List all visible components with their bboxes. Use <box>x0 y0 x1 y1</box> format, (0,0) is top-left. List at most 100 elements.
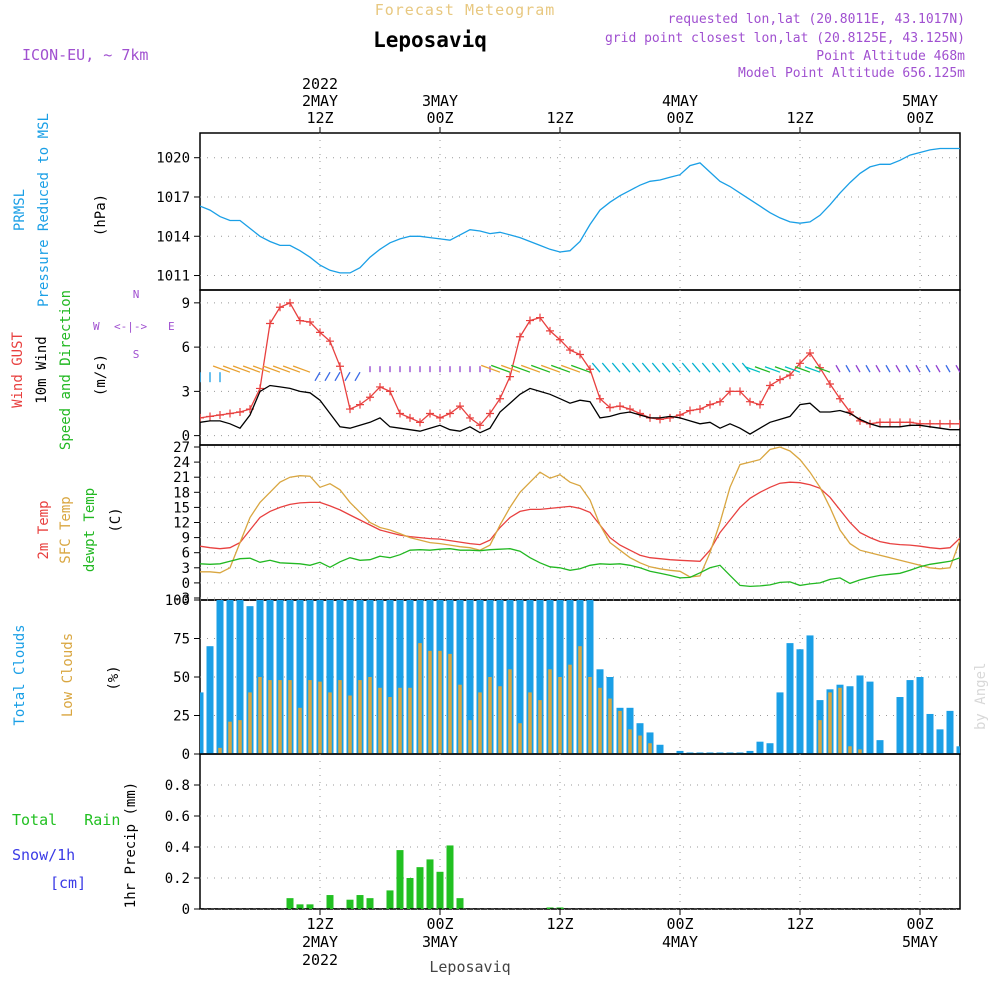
pressure-labels: PRMSL Pressure Reduced to MSL (hPa) <box>12 113 109 307</box>
gust-point <box>206 412 214 421</box>
gust-point <box>296 316 304 325</box>
low-cloud-bar <box>638 735 642 754</box>
total-cloud-bar <box>386 600 394 754</box>
gust-point <box>886 418 894 427</box>
total-cloud-bar <box>806 635 814 754</box>
bottom-axis-label: 12Z <box>306 915 333 933</box>
rain-label: Total Rain <box>12 811 120 829</box>
wind-direction-arrow <box>212 365 231 373</box>
low-cloud-bar <box>258 677 262 754</box>
total-cloud-bar <box>796 649 804 754</box>
clouds-ytick-label: 25 <box>173 709 190 725</box>
gust-point <box>466 413 474 422</box>
gust-point <box>706 400 714 409</box>
bottom-axis-label: 5MAY <box>902 933 938 951</box>
low-cloud-bar <box>298 707 302 754</box>
gust-point <box>316 328 324 337</box>
total-cloud-bar <box>236 600 244 754</box>
compass-arrows: <-|-> <box>114 320 147 333</box>
wind-direction-arrow <box>955 364 960 373</box>
wind-direction-arrow <box>530 364 551 373</box>
wind-series-wind-gust <box>200 302 960 427</box>
wind-direction-arrow <box>754 366 771 373</box>
precip-frame <box>199 753 961 910</box>
precip-ytick-label: 0.4 <box>165 840 190 856</box>
top-axis-label: 3MAY <box>422 92 458 110</box>
rain-bar <box>356 895 364 909</box>
precip-ytick-label: 0.2 <box>165 871 190 887</box>
wind-labels: Wind GUST 10m Wind Speed and Direction (… <box>10 288 175 450</box>
gust-point <box>416 418 424 427</box>
total-cloud-bar <box>956 746 960 754</box>
wind-direction-arrow <box>631 362 641 373</box>
total-cloud-bar <box>200 692 204 754</box>
compass-w: W <box>93 320 100 333</box>
wind-direction-arrow <box>510 364 531 373</box>
gust-point <box>386 387 394 396</box>
total-cloud-bar <box>846 686 854 754</box>
top-axis-label: 4MAY <box>662 92 698 110</box>
gust-point <box>546 326 554 335</box>
low-cloud-bar <box>858 749 862 754</box>
gust-point <box>636 409 644 418</box>
top-axis-label: 00Z <box>906 109 933 127</box>
low-cloud-bar <box>308 680 312 754</box>
pressure-series-line <box>200 147 960 274</box>
wind-direction-arrow <box>560 364 581 373</box>
gust-point <box>806 349 814 358</box>
gust-point <box>616 402 624 411</box>
clouds-ytick-label: 0 <box>182 747 190 763</box>
temperature-ytick-label: -3 <box>173 591 190 607</box>
gust-point <box>306 318 314 327</box>
compass-e: E <box>168 320 175 333</box>
low-cloud-bar <box>228 721 232 754</box>
low-cloud-bar <box>848 746 852 754</box>
wind-direction-arrow <box>661 362 671 373</box>
gust-point <box>736 387 744 396</box>
precip-ytick-label: 0.6 <box>165 809 190 825</box>
temperature-ytick-label: 0 <box>182 576 190 592</box>
wind-direction-arrow <box>334 371 341 382</box>
clouds-ytick-label: 100 <box>165 593 190 609</box>
wind-ytick-label: 9 <box>182 296 190 312</box>
wind-direction-arrow <box>925 364 931 373</box>
total-cloud-bar <box>316 600 324 754</box>
total-cloud-bar <box>466 600 474 754</box>
total-cloud-bar <box>736 752 744 754</box>
temp-label-3: dewpt Temp <box>82 488 98 572</box>
gust-point <box>666 413 674 422</box>
bottom-axis-label: 00Z <box>426 915 453 933</box>
wind-label-3: Speed and Direction <box>58 290 74 450</box>
total-cloud-bar <box>376 600 384 754</box>
low-cloud-bar <box>468 720 472 754</box>
model-altitude: Model Point Altitude 656.125m <box>738 66 965 81</box>
total-cloud-bar <box>896 697 904 754</box>
gust-point <box>766 381 774 390</box>
gust-point <box>426 409 434 418</box>
precip-marks <box>200 845 960 909</box>
wind-direction-arrow <box>232 365 251 373</box>
wind-direction-arrow <box>282 365 301 373</box>
temp-label-2: SFC Temp <box>58 496 74 563</box>
wind-direction-arrow <box>721 362 731 373</box>
cloud-labels: Total Clouds Low Clouds (%) <box>12 624 122 725</box>
bottom-axis-label: 12Z <box>546 915 573 933</box>
pressure-ytick-label: 1017 <box>156 190 190 206</box>
gust-point <box>786 371 794 380</box>
wind-direction-arrow <box>935 364 941 373</box>
gust-point <box>446 409 454 418</box>
wind-direction-arrow <box>550 364 571 373</box>
temperature-frame <box>199 444 961 601</box>
total-cloud-bar <box>936 729 944 754</box>
precip-labels: Total Rain Snow/1h [cm] 1hr Precip (mm) <box>12 782 139 908</box>
gust-point <box>696 405 704 414</box>
wind-direction-arrow <box>744 366 761 373</box>
gust-point <box>356 400 364 409</box>
low-cloud-bar <box>528 692 532 754</box>
temperature-ytick-label: 3 <box>182 561 190 577</box>
pressure-panel: 1011 1014 1017 1020 <box>156 132 961 291</box>
snow-label: Snow/1h <box>12 846 75 864</box>
temp-labels: 2m Temp SFC Temp dewpt Temp (C) <box>36 488 124 572</box>
total-cloud-bar <box>396 600 404 754</box>
low-cloud-bar <box>428 650 432 754</box>
